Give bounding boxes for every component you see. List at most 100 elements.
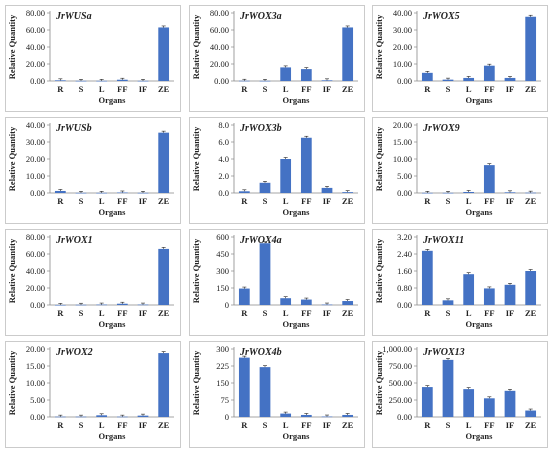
bar-ze xyxy=(158,132,170,193)
y-tick-label: 30.00 xyxy=(26,137,45,147)
y-tick-label: 2.40 xyxy=(397,249,412,259)
y-axis-label: Relative Quantity xyxy=(7,14,17,79)
bar-s xyxy=(442,359,454,417)
x-axis-label: Organs xyxy=(466,95,494,105)
y-tick-label: 8.0 xyxy=(218,120,229,130)
x-tick-label: FF xyxy=(301,196,311,206)
x-tick-label: ZE xyxy=(342,308,354,318)
bar-l xyxy=(280,413,292,417)
y-tick-label: 15.00 xyxy=(393,137,412,147)
bar-if xyxy=(137,80,149,82)
panel-title: JrWOX4b xyxy=(239,347,282,358)
bar-l xyxy=(96,415,108,417)
y-axis-label: Relative Quantity xyxy=(374,14,384,79)
bar-if xyxy=(504,77,516,81)
bar-if xyxy=(321,80,333,81)
bar-ff xyxy=(300,414,312,417)
x-tick-label: S xyxy=(263,196,268,206)
y-tick-label: 0.00 xyxy=(30,300,45,310)
x-tick-label: IF xyxy=(323,84,332,94)
y-tick-label: 0.00 xyxy=(397,300,412,310)
panel-frame xyxy=(372,117,548,224)
y-tick-label: 10.00 xyxy=(393,59,412,69)
y-tick-label: 60.00 xyxy=(26,25,45,35)
x-tick-label: ZE xyxy=(342,420,354,430)
x-tick-label: IF xyxy=(506,420,515,430)
x-tick-label: L xyxy=(99,420,105,430)
bar-if xyxy=(321,304,333,306)
x-tick-label: L xyxy=(466,420,472,430)
bar-l xyxy=(96,192,108,194)
y-tick-label: 1,000.00 xyxy=(382,344,412,354)
panel-title: JrWOX3a xyxy=(239,11,282,22)
bar-ze xyxy=(342,27,354,81)
bar-ff xyxy=(300,299,312,305)
y-tick-label: 20.00 xyxy=(210,59,229,69)
bar-ff xyxy=(116,192,128,194)
bar-r xyxy=(238,191,250,193)
bar-r xyxy=(421,192,433,194)
panel-title: JrWUSb xyxy=(55,123,92,134)
y-tick-label: 6.0 xyxy=(218,137,229,147)
x-tick-label: S xyxy=(79,420,84,430)
bar-ze xyxy=(525,16,537,82)
bar-r xyxy=(54,80,66,81)
bar-if xyxy=(321,416,333,418)
panel-title: JrWOX3b xyxy=(239,123,282,134)
bar-ff xyxy=(300,137,312,193)
x-tick-label: R xyxy=(424,196,431,206)
y-tick-label: 0.80 xyxy=(397,283,412,293)
x-tick-label: S xyxy=(263,308,268,318)
chart-panel: 0.00 20.00 40.00 60.00 80.00 R S L FF IF ZE Organs R… xyxy=(189,5,365,112)
bar-ff xyxy=(300,69,312,81)
bar-ff xyxy=(483,288,495,305)
y-axis-label: Relative Quantity xyxy=(7,350,17,415)
chart-panel: 0.00 0.80 1.60 2.40 3.20 R S L FF IF ZE Organs Relat… xyxy=(372,229,548,336)
bar-ze xyxy=(342,414,354,417)
y-tick-label: 80.00 xyxy=(26,8,45,18)
x-tick-label: FF xyxy=(484,308,494,318)
x-tick-label: IF xyxy=(139,308,148,318)
panel-frame xyxy=(5,5,181,112)
panel-title: JrWOX2 xyxy=(55,347,93,358)
x-tick-label: IF xyxy=(323,420,332,430)
y-axis-label: Relative Quantity xyxy=(191,126,201,191)
x-tick-label: S xyxy=(79,84,84,94)
panel-title: JrWOX13 xyxy=(422,347,465,358)
bar-s xyxy=(259,182,271,193)
y-tick-label: 250.00 xyxy=(389,395,412,405)
x-axis-label: Organs xyxy=(466,207,494,217)
x-tick-label: R xyxy=(57,420,64,430)
y-tick-label: 40.00 xyxy=(393,8,412,18)
bar-ze xyxy=(158,27,170,81)
x-tick-label: L xyxy=(283,196,289,206)
bar-ze xyxy=(525,271,537,305)
y-tick-label: 60.00 xyxy=(26,249,45,259)
panel-title: JrWOX11 xyxy=(422,235,464,246)
bar-r xyxy=(421,72,433,81)
bar-r xyxy=(238,357,250,417)
y-tick-label: 150 xyxy=(216,283,229,293)
panel-frame xyxy=(5,229,181,336)
y-tick-label: 80.00 xyxy=(26,232,45,242)
x-axis-label: Organs xyxy=(283,319,311,329)
bar-s xyxy=(442,79,454,81)
panel-frame xyxy=(372,5,548,112)
bar-ze xyxy=(342,192,354,193)
y-tick-label: 0.00 xyxy=(30,76,45,86)
y-tick-label: 20.00 xyxy=(393,42,412,52)
x-tick-label: IF xyxy=(139,420,148,430)
bar-ze xyxy=(525,410,537,417)
bar-s xyxy=(75,304,87,306)
bar-l xyxy=(463,274,475,305)
x-tick-label: R xyxy=(57,84,64,94)
y-tick-label: 2.0 xyxy=(218,171,229,181)
y-tick-label: 150 xyxy=(216,378,229,388)
y-tick-label: 0 xyxy=(225,412,229,422)
y-tick-label: 80.00 xyxy=(210,8,229,18)
x-tick-label: ZE xyxy=(525,196,537,206)
x-tick-label: FF xyxy=(301,84,311,94)
y-tick-label: 10.00 xyxy=(393,154,412,164)
x-tick-label: ZE xyxy=(525,84,537,94)
